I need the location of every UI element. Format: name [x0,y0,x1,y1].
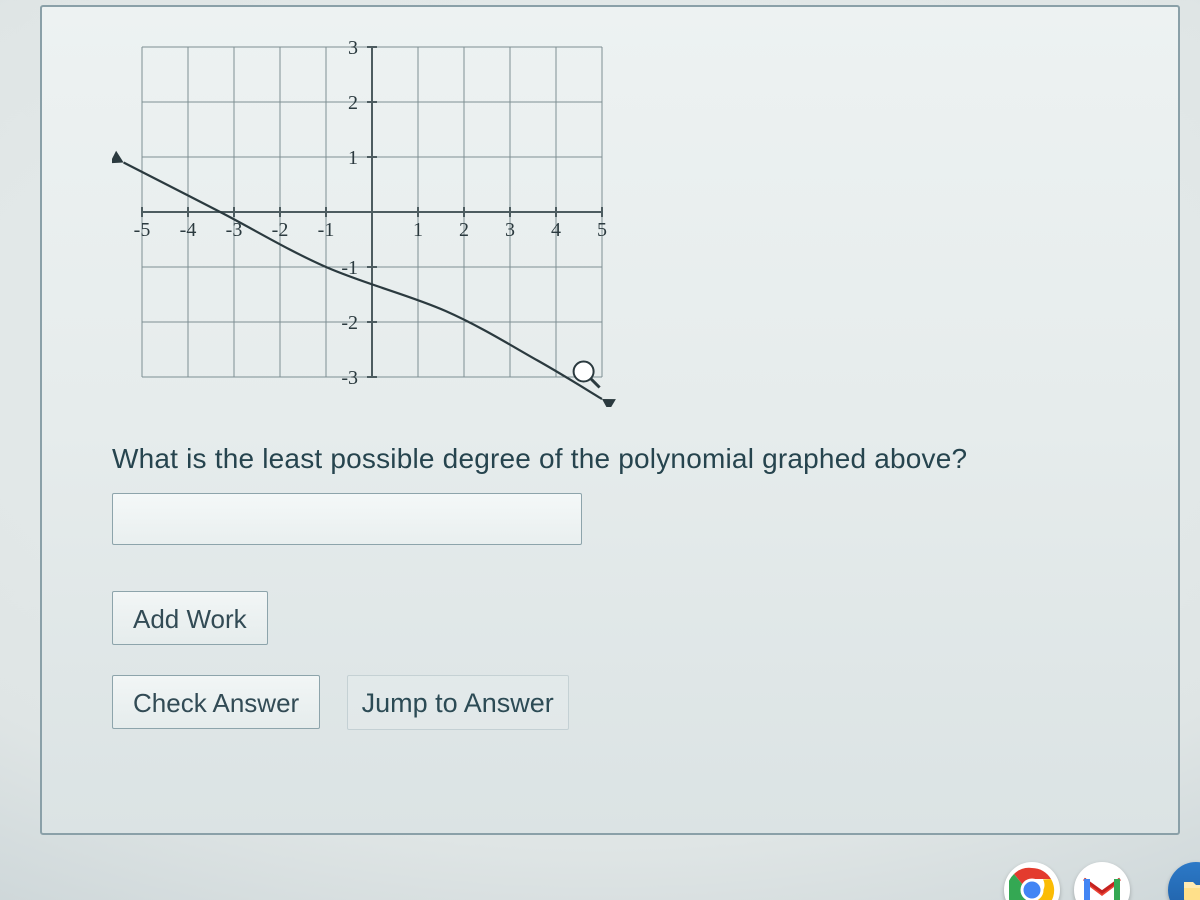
add-work-button[interactable]: Add Work [112,591,268,645]
gmail-icon[interactable] [1074,862,1130,900]
svg-text:5: 5 [597,219,607,241]
svg-text:1: 1 [348,147,358,169]
svg-text:3: 3 [348,37,358,59]
file-explorer-icon[interactable] [1168,862,1200,900]
chrome-icon[interactable] [1004,862,1060,900]
svg-text:-1: -1 [318,219,335,241]
svg-text:-2: -2 [272,219,289,241]
svg-text:-5: -5 [134,219,151,241]
svg-text:3: 3 [505,219,515,241]
check-answer-button[interactable]: Check Answer [112,675,320,729]
answer-input[interactable] [112,493,582,545]
taskbar-tray [1004,845,1200,900]
svg-text:4: 4 [551,219,561,241]
svg-text:-2: -2 [341,312,358,334]
svg-text:-4: -4 [180,219,197,241]
graph: -5-4-3-2-112345-3-2-1123 [112,17,1128,407]
question-panel: -5-4-3-2-112345-3-2-1123 What is the lea… [40,5,1180,835]
question-prompt: What is the least possible degree of the… [112,443,1128,475]
svg-text:2: 2 [459,219,469,241]
svg-text:-3: -3 [341,367,358,389]
polynomial-graph: -5-4-3-2-112345-3-2-1123 [112,17,632,407]
svg-text:1: 1 [413,219,423,241]
jump-to-answer-link[interactable]: Jump to Answer [347,675,569,730]
svg-text:2: 2 [348,92,358,114]
